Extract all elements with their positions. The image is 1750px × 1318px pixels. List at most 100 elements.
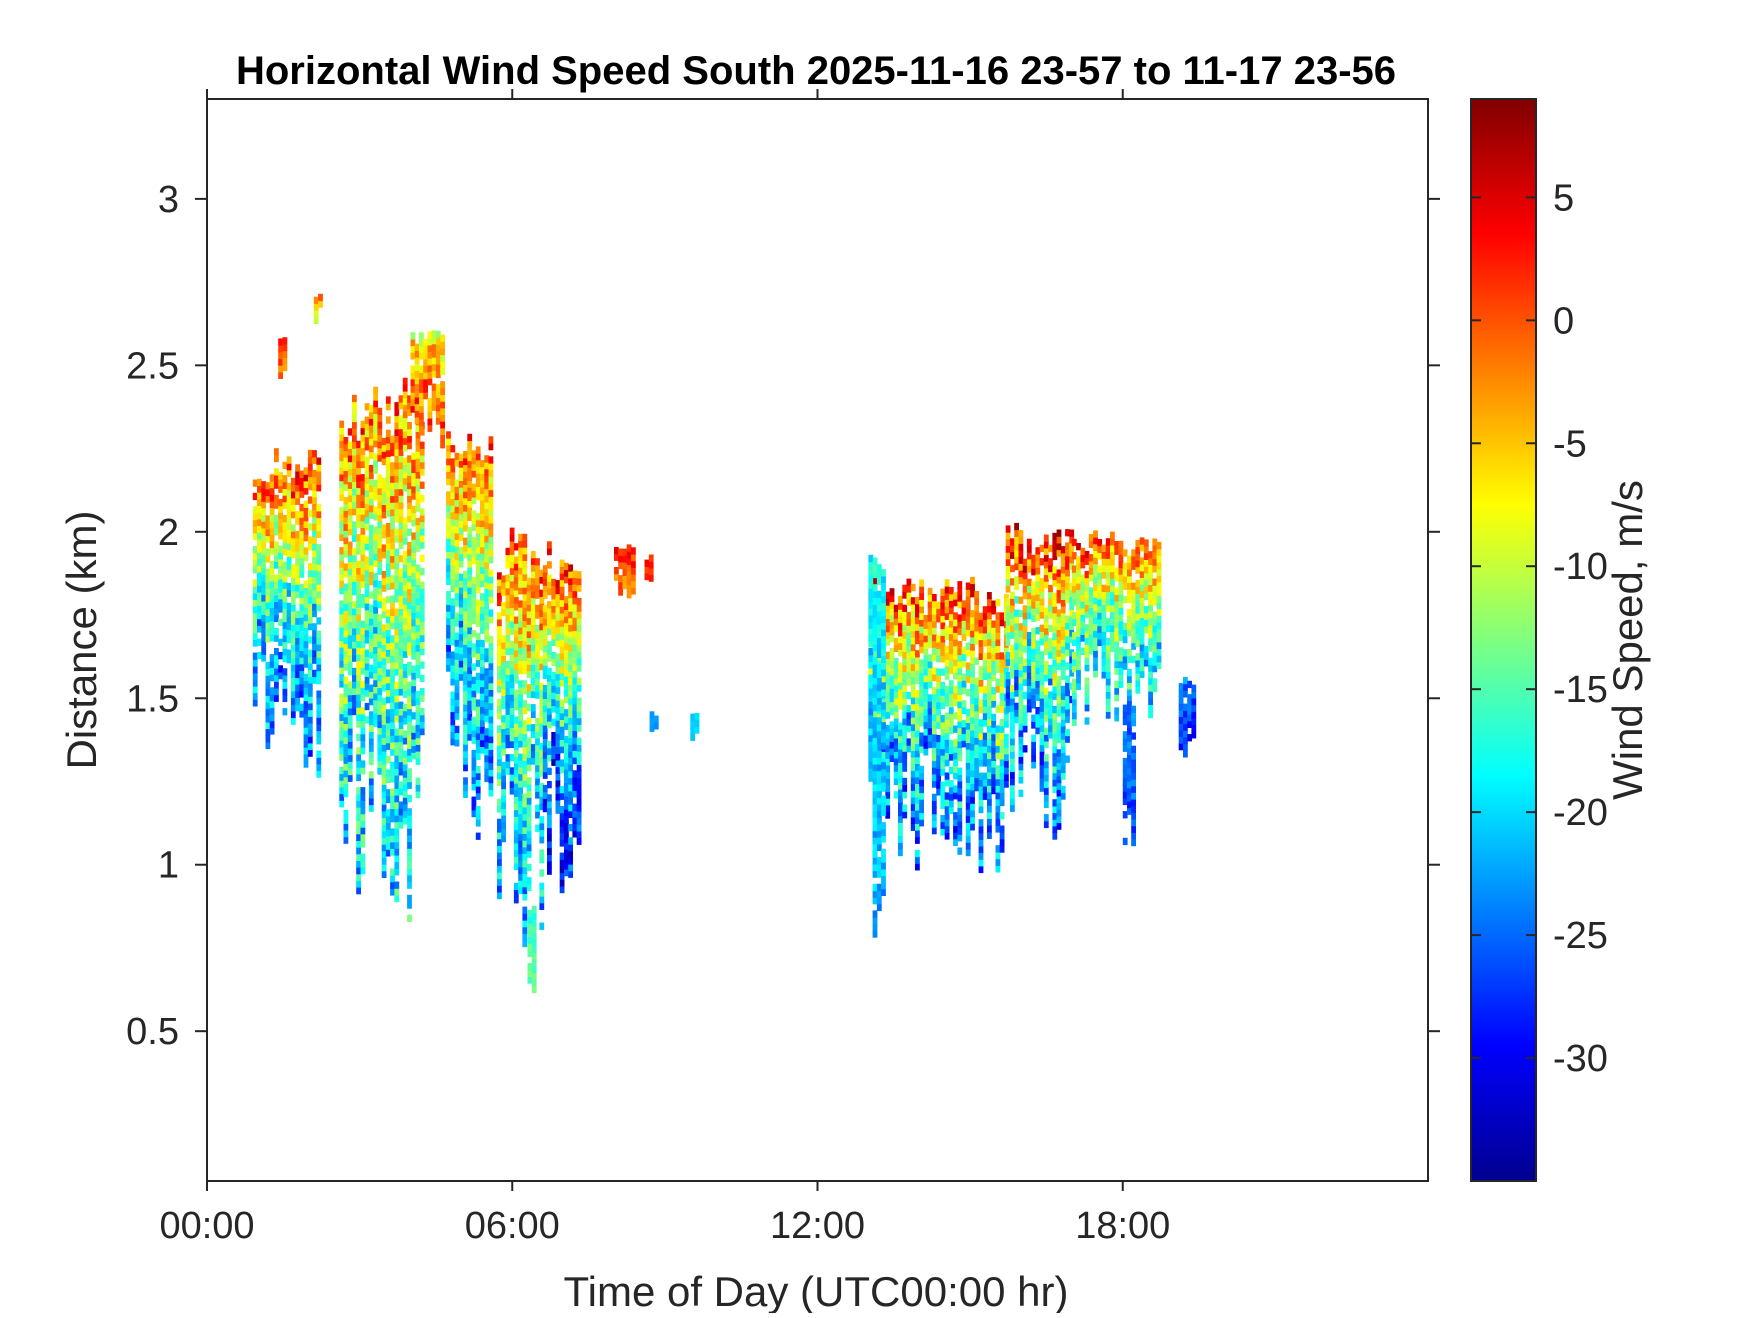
heatmap-cell — [568, 790, 573, 798]
heatmap-cell — [1080, 594, 1086, 602]
heatmap-cell — [978, 612, 984, 621]
heatmap-cell — [269, 480, 275, 489]
heatmap-cell — [902, 717, 908, 726]
heatmap-cell — [1069, 662, 1075, 670]
heatmap-cell — [572, 623, 578, 632]
heatmap-cell — [987, 758, 992, 766]
heatmap-cell — [1056, 582, 1062, 591]
heatmap-cell — [1076, 543, 1081, 551]
heatmap-cell — [622, 555, 628, 563]
heatmap-cell — [987, 825, 992, 833]
heatmap-cell — [509, 680, 515, 689]
heatmap-cell — [555, 620, 561, 628]
heatmap-cell — [463, 677, 468, 685]
heatmap-cell — [539, 902, 545, 910]
heatmap-cell — [286, 649, 292, 657]
heatmap-cell — [1018, 576, 1024, 584]
heatmap-cell — [987, 658, 992, 666]
heatmap-cell — [265, 622, 271, 630]
heatmap-cell — [915, 756, 920, 764]
heatmap-cell — [1105, 551, 1111, 559]
heatmap-cell — [940, 728, 946, 736]
heatmap-cell — [274, 614, 279, 622]
heatmap-cell — [885, 704, 891, 713]
heatmap-cell — [953, 745, 958, 753]
heatmap-cell — [936, 708, 941, 716]
heatmap-cell — [513, 896, 519, 904]
heatmap-cell — [484, 748, 490, 756]
heatmap-cell — [1022, 558, 1028, 566]
heatmap-cell — [356, 633, 361, 642]
heatmap-cell — [390, 875, 395, 883]
heatmap-cell — [475, 486, 481, 494]
heatmap-cell — [377, 494, 383, 502]
heatmap-cell — [518, 700, 523, 708]
heatmap-cell — [316, 550, 322, 558]
heatmap-cell — [427, 344, 433, 352]
heatmap-cell — [1065, 549, 1070, 557]
heatmap-cell — [282, 614, 288, 623]
heatmap-cell — [1114, 620, 1120, 629]
heatmap-cell — [872, 890, 878, 898]
heatmap-cell — [446, 471, 451, 479]
heatmap-cell — [1080, 621, 1086, 629]
heatmap-cell — [257, 478, 262, 487]
heatmap-cell — [407, 548, 412, 556]
heatmap-cell — [518, 620, 523, 628]
heatmap-cell — [991, 687, 997, 695]
heatmap-cell — [269, 547, 275, 555]
heatmap-cell — [431, 343, 437, 351]
heatmap-cell — [1031, 581, 1036, 589]
heatmap-cell — [965, 775, 971, 783]
heatmap-cell — [411, 685, 417, 693]
heatmap-cell — [876, 790, 882, 798]
heatmap-cell — [876, 870, 882, 878]
heatmap-cell — [307, 469, 313, 478]
heatmap-cell — [368, 804, 374, 812]
heatmap-cell — [555, 726, 561, 734]
heatmap-cell — [394, 808, 400, 816]
heatmap-cell — [381, 730, 387, 739]
heatmap-cell — [936, 601, 941, 609]
heatmap-cell — [360, 580, 366, 588]
heatmap-cell — [303, 647, 309, 655]
heatmap-cell — [471, 763, 477, 771]
heatmap-cell — [539, 629, 545, 637]
heatmap-cell — [373, 440, 378, 448]
heatmap-cell — [513, 776, 519, 784]
heatmap-cell — [1101, 604, 1107, 612]
heatmap-cell — [1014, 662, 1019, 670]
heatmap-cell — [415, 790, 421, 799]
heatmap-cell — [501, 781, 506, 790]
heatmap-cell — [965, 735, 971, 743]
heatmap-cell — [265, 482, 271, 490]
heatmap-cell — [1069, 562, 1075, 571]
heatmap-cell — [931, 793, 937, 801]
heatmap-cell — [1004, 667, 1009, 675]
heatmap-cell — [265, 555, 271, 563]
heatmap-cell — [368, 564, 374, 573]
heatmap-cell — [957, 834, 963, 842]
heatmap-cell — [497, 645, 502, 653]
heatmap-cell — [368, 797, 374, 806]
heatmap-cell — [312, 510, 317, 518]
heatmap-cell — [872, 657, 878, 665]
heatmap-cell — [1088, 567, 1094, 575]
heatmap-cell — [282, 608, 288, 616]
heatmap-cell — [694, 713, 700, 721]
heatmap-cell — [564, 609, 569, 617]
heatmap-cell — [564, 616, 569, 624]
heatmap-cell — [944, 832, 950, 840]
heatmap-cell — [347, 454, 353, 463]
heatmap-cell — [352, 701, 357, 709]
heatmap-cell — [467, 613, 473, 621]
heatmap-cell — [257, 598, 262, 606]
heatmap-cell — [995, 798, 1001, 806]
heatmap-cell — [446, 431, 451, 439]
heatmap-cell — [1076, 609, 1081, 617]
heatmap-cell — [381, 737, 387, 745]
heatmap-cell — [1031, 701, 1036, 709]
heatmap-cell — [513, 643, 519, 651]
heatmap-cell — [518, 613, 523, 621]
heatmap-cell — [539, 702, 545, 711]
